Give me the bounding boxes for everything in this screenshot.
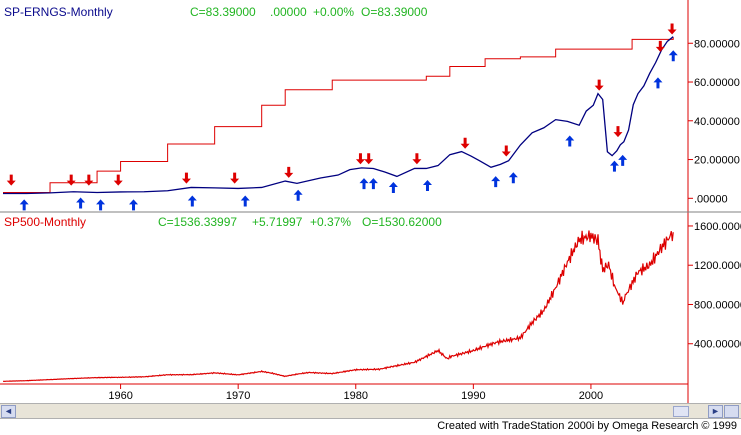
buy-arrow-icon xyxy=(422,180,432,192)
sp500-change-stat: +5.71997 xyxy=(252,215,303,229)
earnings-y-tick-label: 40.00000 xyxy=(694,116,740,128)
earnings-y-tick-label: 80.00000 xyxy=(694,38,740,50)
sell-arrow-icon xyxy=(655,40,665,52)
earnings-panel: 80.00000 60.00000 40.00000 20.00000 .00000 xyxy=(3,23,740,211)
time-axis-tick-label: 2000 xyxy=(579,390,603,402)
earnings-change-stat: .00000 xyxy=(270,5,307,19)
sell-arrow-icon xyxy=(284,166,294,178)
buy-arrow-icon xyxy=(240,195,250,207)
sell-arrow-icon xyxy=(355,153,365,165)
earnings-y-tick-label: 20.00000 xyxy=(694,155,740,167)
earnings-y-tick-label: 60.00000 xyxy=(694,77,740,89)
sp500-close-stat: C=1536.33997 xyxy=(158,215,238,229)
scroll-right-arrow-icon[interactable]: ► xyxy=(708,405,723,418)
buy-arrow-icon xyxy=(668,50,678,62)
footer-credit: Created with TradeStation 2000i by Omega… xyxy=(437,420,737,432)
earnings-pct-stat: +0.00% xyxy=(313,5,355,19)
footer: Created with TradeStation 2000i by Omega… xyxy=(0,419,741,435)
buy-arrow-icon xyxy=(368,178,378,190)
trailing-stop-line xyxy=(3,37,674,193)
earnings-close-stat: C=83.39000 xyxy=(190,5,256,19)
earnings-open-stat: O=83.39000 xyxy=(361,5,428,19)
earnings-line xyxy=(3,36,674,195)
time-axis-tick-label: 1970 xyxy=(226,390,250,402)
buy-arrow-icon xyxy=(187,195,197,207)
sp500-y-tick-label: 1200.0000 xyxy=(694,260,741,272)
buy-arrow-icon xyxy=(293,189,303,201)
buy-arrow-icon xyxy=(76,197,86,209)
buy-arrow-icon xyxy=(388,181,398,193)
sell-arrow-icon xyxy=(181,172,191,184)
sell-arrow-icon xyxy=(412,153,422,165)
buy-arrow-icon xyxy=(96,199,106,211)
sp500-y-tick-label: 400.00000 xyxy=(694,339,741,351)
sell-arrow-icon xyxy=(113,174,123,186)
sp500-open-stat: O=1530.62000 xyxy=(362,215,442,229)
sell-arrow-icon xyxy=(364,153,374,165)
chart-background xyxy=(0,0,741,403)
sell-arrow-icon xyxy=(613,126,623,138)
buy-arrow-icon xyxy=(618,154,628,166)
sp500-panel-title: SP500-Monthly xyxy=(4,215,87,229)
buy-arrow-icon xyxy=(508,172,518,184)
sp500-panel: 1600.0000 1200.0000 800.00000 400.00000 xyxy=(3,221,741,383)
time-axis-tick-label: 1960 xyxy=(108,390,132,402)
sell-arrow-icon xyxy=(501,145,511,157)
sell-arrow-icon xyxy=(460,137,470,149)
time-axis-tick-label: 1990 xyxy=(461,390,485,402)
buy-arrow-icon xyxy=(653,77,663,89)
sell-arrow-icon xyxy=(66,174,76,186)
buy-arrow-icon xyxy=(129,199,139,211)
sell-arrow-icon xyxy=(6,174,16,186)
scroll-thumb[interactable] xyxy=(673,406,689,417)
time-axis: 1960 1970 1980 1990 2000 xyxy=(108,384,603,402)
earnings-y-tick-label: .00000 xyxy=(694,193,728,205)
chart-area: 80.00000 60.00000 40.00000 20.00000 .00000 1… xyxy=(0,0,741,403)
scroll-left-arrow-icon[interactable]: ◄ xyxy=(1,405,16,418)
sp500-pct-stat: +0.37% xyxy=(310,215,352,229)
sell-arrow-icon xyxy=(594,79,604,91)
time-axis-tick-label: 1980 xyxy=(344,390,368,402)
sp500-y-tick-label: 800.00000 xyxy=(694,299,741,311)
scroll-end-icon[interactable] xyxy=(724,405,739,418)
sell-arrow-icon xyxy=(84,174,94,186)
buy-arrow-icon xyxy=(565,135,575,147)
buy-arrow-icon xyxy=(491,176,501,188)
sell-arrow-icon xyxy=(667,23,677,35)
buy-arrow-icon xyxy=(19,199,29,211)
horizontal-scrollbar[interactable]: ◄ ► xyxy=(0,403,741,419)
sell-arrow-icon xyxy=(230,172,240,184)
sp500-y-tick-label: 1600.0000 xyxy=(694,221,741,233)
buy-arrow-icon xyxy=(359,178,369,190)
earnings-panel-title: SP-ERNGS-Monthly xyxy=(4,5,113,19)
buy-arrow-icon xyxy=(609,160,619,172)
sp500-line xyxy=(3,230,674,383)
